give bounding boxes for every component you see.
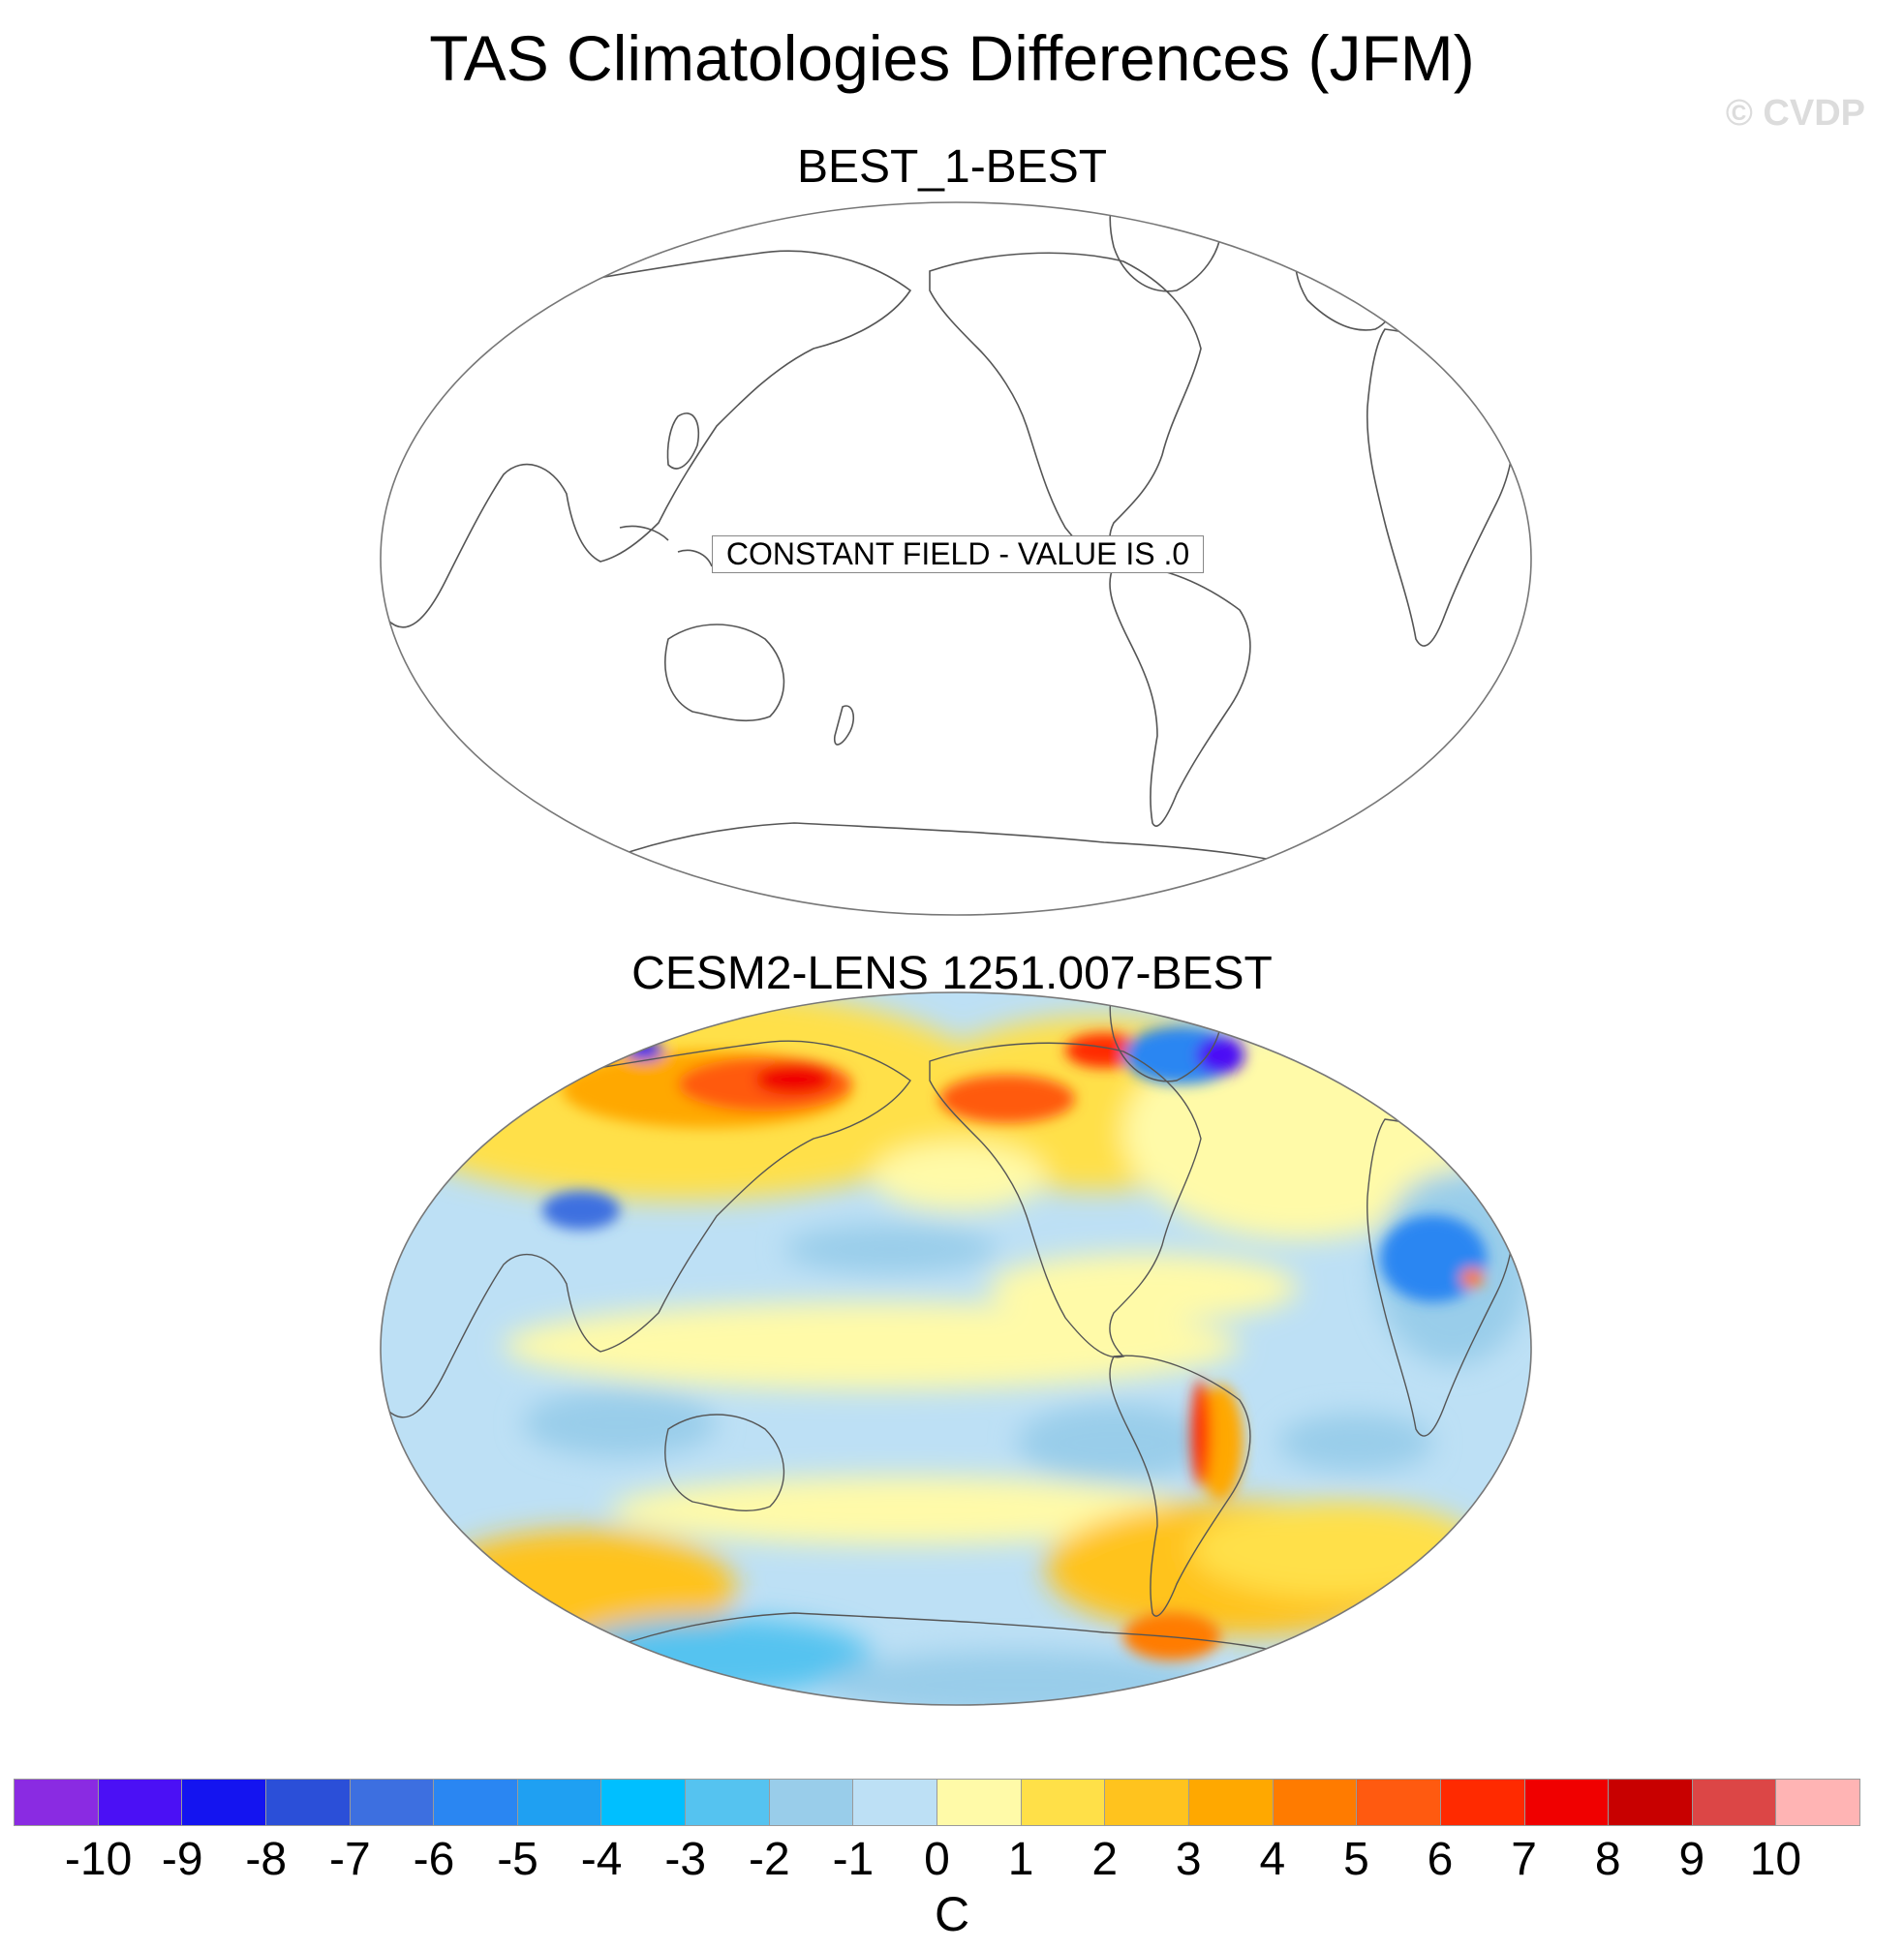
- colorbar-tick-label: -6: [413, 1834, 455, 1885]
- colorbar-tick-label: 5: [1343, 1834, 1369, 1885]
- colorbar-tick-label: 4: [1259, 1834, 1286, 1885]
- colorbar-swatch: [182, 1780, 266, 1825]
- colorbar-swatch: [434, 1780, 518, 1825]
- colorbar-swatch: [1692, 1780, 1777, 1825]
- colorbar-tick-label: 2: [1091, 1834, 1119, 1885]
- colorbar-swatch: [15, 1780, 99, 1825]
- colorbar-tick-label: 1: [1007, 1834, 1034, 1885]
- figure-title: TAS Climatologies Differences (JFM): [429, 22, 1475, 94]
- colorbar-tick-label: -4: [580, 1834, 623, 1885]
- colorbar-tick-label: 7: [1511, 1834, 1537, 1885]
- colorbar-tick-label: -2: [748, 1834, 790, 1885]
- colorbar-tick-label: 0: [924, 1834, 950, 1885]
- colorbar-swatch: [601, 1780, 687, 1825]
- colorbar-tick-label: -3: [664, 1834, 707, 1885]
- bottom-map: [380, 991, 1532, 1706]
- colorbar-swatch: [1776, 1780, 1860, 1825]
- colorbar: [14, 1779, 1860, 1826]
- colorbar-tick-label: 9: [1678, 1834, 1705, 1885]
- colorbar-tick-label: -5: [497, 1834, 538, 1885]
- colorbar-tick-label: -7: [329, 1834, 371, 1885]
- colorbar-tick-label: -9: [161, 1834, 203, 1885]
- colorbar-tick-label: -1: [832, 1834, 875, 1885]
- colorbar-swatch: [853, 1780, 938, 1825]
- colorbar-tick-label: 3: [1175, 1834, 1202, 1885]
- colorbar-swatch: [937, 1780, 1022, 1825]
- colorbar-units: C: [934, 1887, 970, 1941]
- colorbar-swatch: [1357, 1780, 1441, 1825]
- watermark: © CVDP: [1725, 93, 1865, 134]
- colorbar-swatch: [1188, 1780, 1274, 1825]
- colorbar-tick-label: -8: [245, 1834, 288, 1885]
- colorbar-swatch: [1021, 1780, 1106, 1825]
- colorbar-swatch: [265, 1780, 351, 1825]
- colorbar-swatch: [1440, 1780, 1525, 1825]
- colorbar-swatch: [98, 1780, 183, 1825]
- colorbar-swatch: [1105, 1780, 1189, 1825]
- colorbar-tick-label: 8: [1594, 1834, 1621, 1885]
- bottom-panel-title: CESM2-LENS 1251.007-BEST: [631, 948, 1273, 999]
- constant-field-label: CONSTANT FIELD - VALUE IS .0: [712, 535, 1204, 573]
- bottom-map-border: [380, 991, 1532, 1706]
- colorbar-swatch: [1609, 1780, 1693, 1825]
- colorbar-swatch: [517, 1780, 602, 1825]
- colorbar-tick-label: 10: [1749, 1834, 1802, 1885]
- colorbar-swatch: [1524, 1780, 1610, 1825]
- colorbar-tick-label: 6: [1427, 1834, 1454, 1885]
- top-map-border: [380, 201, 1532, 916]
- top-panel-title: BEST_1-BEST: [796, 141, 1108, 193]
- colorbar-tick-label: -10: [64, 1834, 133, 1885]
- colorbar-swatch: [1273, 1780, 1358, 1825]
- colorbar-swatch: [769, 1780, 854, 1825]
- colorbar-swatch: [350, 1780, 435, 1825]
- colorbar-swatch: [686, 1780, 770, 1825]
